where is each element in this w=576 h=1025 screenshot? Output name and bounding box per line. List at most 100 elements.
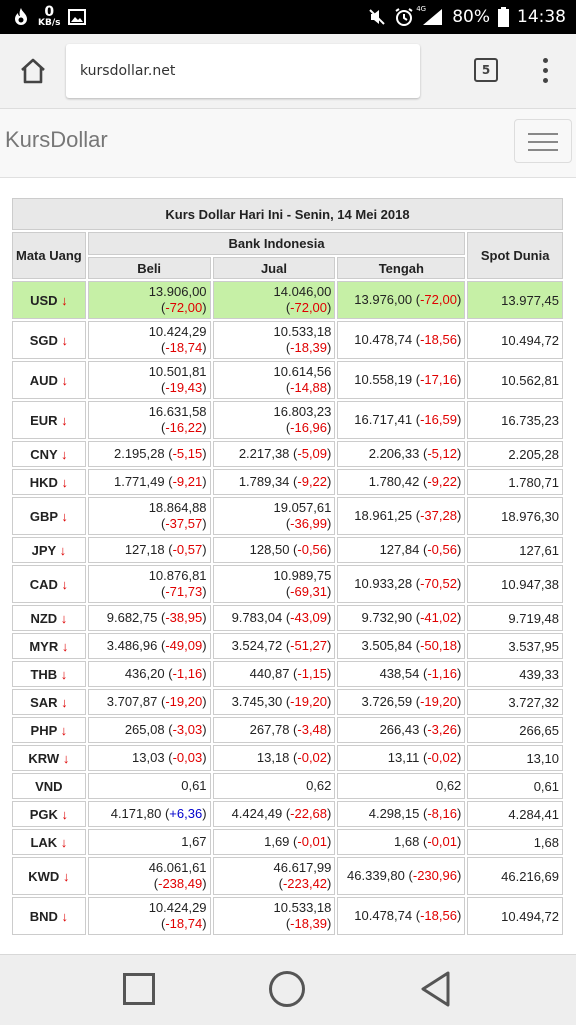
down-arrow-icon: ↓	[61, 474, 69, 490]
rate-value: 440,87	[249, 666, 290, 681]
currency-code-cell: THB ↓	[12, 661, 86, 687]
currency-code-cell: KRW ↓	[12, 745, 86, 771]
rate-value: 3.707,87	[106, 694, 158, 709]
sell-rate-cell: 0,62	[212, 773, 336, 799]
url-bar[interactable]: kursdollar.net	[66, 44, 420, 98]
sell-rate-cell: 128,50 (-0,56)	[212, 537, 336, 563]
buy-rate-cell: 18.864,88 (-37,57)	[87, 497, 211, 535]
rate-value: 267,78	[249, 722, 290, 737]
spot-value: 3.727,32	[508, 694, 559, 710]
rate-value: 16.717,41	[354, 412, 413, 427]
down-arrow-icon: ↓	[60, 666, 68, 682]
sell-rate-cell: 10.614,56 (-14,88)	[212, 361, 336, 399]
sell-rate-cell: 10.533,18 (-18,39)	[212, 321, 336, 359]
rate-change: -5,12	[427, 446, 457, 461]
down-arrow-icon: ↓	[61, 412, 68, 428]
speed-unit: KB/s	[38, 18, 61, 28]
sell-rate-cell: 14.046,00 (-72,00)	[212, 281, 336, 319]
recents-icon[interactable]	[123, 973, 155, 1005]
rate-value: 1,67	[181, 834, 207, 849]
down-arrow-icon: ↓	[61, 638, 69, 654]
rate-change: -72,00	[420, 292, 457, 307]
currency-code: AUD	[29, 372, 58, 388]
rate-change: -37,57	[165, 516, 203, 531]
currency-code: EUR	[30, 412, 58, 428]
rate-change: -19,20	[165, 694, 203, 709]
rate-value: 19.057,61	[273, 500, 332, 515]
table-row: CAD ↓ 10.876,81 (-71,73) 10.989,75 (-69,31) 1…	[12, 565, 563, 603]
rate-change: -18,39	[290, 916, 328, 931]
spot-value: 266,65	[519, 722, 559, 738]
sell-rate-cell: 10.533,18 (-18,39)	[212, 897, 336, 935]
rate-value: 13,03	[132, 750, 165, 765]
system-nav-bar	[0, 954, 576, 1025]
rate-change: -18,74	[165, 916, 203, 931]
sell-rate-cell: 3.524,72 (-51,27)	[212, 633, 336, 659]
table-row: GBP ↓ 18.864,88 (-37,57) 19.057,61 (-36,99) 1…	[12, 497, 563, 535]
overflow-menu-icon[interactable]	[538, 56, 552, 86]
rate-value: 16.803,23	[273, 404, 332, 419]
spot-rate-cell: 0,61	[467, 773, 563, 799]
rate-value: 1,69	[264, 834, 290, 849]
mid-rate-cell: 127,84 (-0,56)	[337, 537, 466, 563]
tab-switcher-button[interactable]: 5	[474, 58, 498, 82]
rate-change: -8,16	[427, 806, 457, 821]
back-icon[interactable]	[418, 969, 454, 1009]
rate-value: 3.524,72	[231, 638, 283, 653]
rate-value: 46.061,61	[148, 860, 207, 875]
spot-value: 46.216,69	[501, 868, 559, 884]
spot-value: 10.494,72	[501, 908, 559, 924]
rate-value: 2.195,28	[113, 446, 165, 461]
home-circle-icon[interactable]	[269, 971, 305, 1007]
buy-rate-cell: 436,20 (-1,16)	[87, 661, 211, 687]
spot-rate-cell: 127,61	[467, 537, 563, 563]
rate-change: -18,56	[420, 332, 457, 347]
rate-value: 127,84	[379, 542, 420, 557]
spot-rate-cell: 16.735,23	[467, 401, 563, 439]
rate-value: 9.783,04	[231, 610, 283, 625]
speed-value: 0	[44, 4, 55, 20]
currency-code-cell: SGD ↓	[12, 321, 86, 359]
buy-rate-cell: 9.682,75 (-38,95)	[87, 605, 211, 631]
rate-value: 436,20	[124, 666, 165, 681]
table-title: Kurs Dollar Hari Ini - Senin, 14 Mei 201…	[12, 198, 563, 230]
rate-change: -43,09	[290, 610, 328, 625]
spot-value: 439,33	[519, 666, 559, 682]
rate-change: -37,28	[420, 508, 457, 523]
mid-rate-cell: 266,43 (-3,26)	[337, 717, 466, 743]
spot-rate-cell: 13.977,45	[467, 281, 563, 319]
currency-code-cell: PHP ↓	[12, 717, 86, 743]
rate-value: 13.906,00	[148, 284, 207, 299]
sell-rate-cell: 9.783,04 (-43,09)	[212, 605, 336, 631]
table-row: SGD ↓ 10.424,29 (-18,74) 10.533,18 (-18,39) 1…	[12, 321, 563, 359]
rate-change: -19,20	[420, 694, 457, 709]
rate-value: 3.726,59	[361, 694, 413, 709]
rate-value: 265,08	[124, 722, 165, 737]
rate-change: -0,02	[427, 750, 457, 765]
mid-rate-cell: 13,11 (-0,02)	[337, 745, 466, 771]
spot-value: 10.494,72	[501, 332, 559, 348]
spot-value: 10.947,38	[501, 576, 559, 592]
currency-code-cell: EUR ↓	[12, 401, 86, 439]
currency-code-cell: GBP ↓	[12, 497, 86, 535]
buy-rate-cell: 10.876,81 (-71,73)	[87, 565, 211, 603]
spot-value: 13.977,45	[501, 292, 559, 308]
buy-rate-cell: 1,67	[87, 829, 211, 855]
rate-change: -70,52	[420, 576, 457, 591]
rate-change: +6,36	[169, 806, 203, 821]
hamburger-menu-icon[interactable]	[514, 119, 572, 163]
home-icon[interactable]	[18, 56, 48, 86]
site-brand[interactable]: KursDollar	[5, 127, 108, 152]
currency-code: LAK	[30, 834, 58, 850]
spot-rate-cell: 439,33	[467, 661, 563, 687]
clock: 14:38	[517, 7, 566, 27]
buy-rate-cell: 16.631,58 (-16,22)	[87, 401, 211, 439]
spot-value: 16.735,23	[501, 412, 559, 428]
rate-value: 46.617,99	[273, 860, 332, 875]
rate-value: 4.298,15	[368, 806, 420, 821]
down-arrow-icon: ↓	[59, 542, 67, 558]
buy-rate-cell: 127,18 (-0,57)	[87, 537, 211, 563]
buy-rate-cell: 13,03 (-0,03)	[87, 745, 211, 771]
down-arrow-icon: ↓	[61, 372, 69, 388]
spot-rate-cell: 10.494,72	[467, 897, 563, 935]
